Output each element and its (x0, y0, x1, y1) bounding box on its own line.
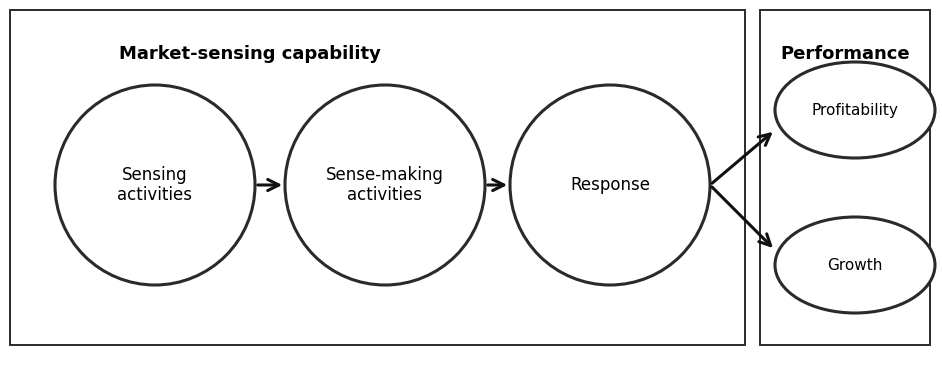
Text: Market-sensing capability: Market-sensing capability (119, 45, 381, 63)
Text: Sensing
activities: Sensing activities (118, 166, 192, 204)
Ellipse shape (285, 85, 485, 285)
Text: Response: Response (570, 176, 650, 194)
Text: Performance: Performance (780, 45, 910, 63)
Text: Profitability: Profitability (812, 103, 899, 117)
Ellipse shape (55, 85, 255, 285)
Ellipse shape (510, 85, 710, 285)
Text: Growth: Growth (827, 258, 883, 272)
Text: Sense-making
activities: Sense-making activities (326, 166, 444, 204)
Bar (760, 10, 930, 345)
Bar (10, 10, 745, 345)
Ellipse shape (775, 217, 935, 313)
Ellipse shape (775, 62, 935, 158)
